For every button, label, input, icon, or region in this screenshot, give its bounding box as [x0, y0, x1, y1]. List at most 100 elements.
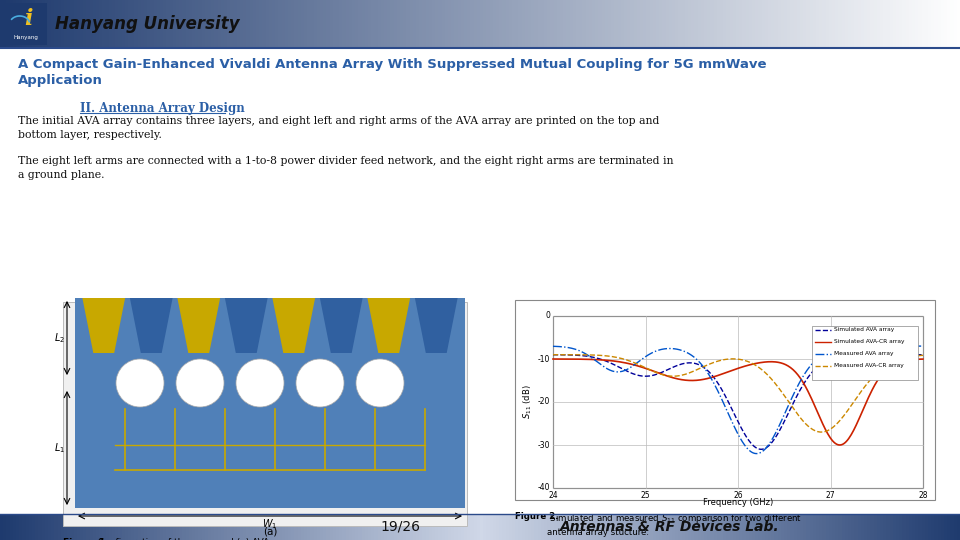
- Bar: [291, 514, 296, 540]
- Bar: [84, 514, 87, 540]
- Bar: [70, 0, 75, 48]
- Bar: [256, 0, 260, 48]
- Bar: [787, 514, 791, 540]
- Bar: [883, 514, 887, 540]
- Bar: [704, 0, 708, 48]
- Bar: [941, 514, 945, 540]
- Text: Measured AVA-CR array: Measured AVA-CR array: [834, 363, 903, 368]
- Bar: [535, 0, 539, 48]
- Polygon shape: [130, 298, 173, 353]
- Bar: [698, 0, 702, 48]
- Text: $L_1$: $L_1$: [54, 441, 65, 455]
- Bar: [22, 0, 27, 48]
- Bar: [156, 514, 161, 540]
- Bar: [701, 514, 705, 540]
- Bar: [650, 0, 654, 48]
- Bar: [636, 514, 641, 540]
- Text: 26: 26: [733, 491, 743, 500]
- Bar: [490, 0, 493, 48]
- Bar: [32, 0, 36, 48]
- Bar: [348, 514, 353, 540]
- Bar: [900, 514, 903, 540]
- Bar: [621, 514, 625, 540]
- Bar: [492, 514, 497, 540]
- Bar: [0, 0, 4, 48]
- Bar: [118, 514, 123, 540]
- Bar: [660, 0, 663, 48]
- Bar: [288, 0, 292, 48]
- Bar: [243, 514, 248, 540]
- Bar: [163, 514, 167, 540]
- Bar: [496, 514, 500, 540]
- Bar: [694, 514, 699, 540]
- Bar: [871, 0, 875, 48]
- Bar: [442, 514, 445, 540]
- Bar: [77, 514, 81, 540]
- Bar: [228, 0, 231, 48]
- Bar: [314, 514, 318, 540]
- Bar: [166, 514, 171, 540]
- Bar: [640, 514, 644, 540]
- Bar: [688, 514, 692, 540]
- Bar: [372, 0, 375, 48]
- Bar: [413, 0, 417, 48]
- Bar: [295, 0, 299, 48]
- Bar: [439, 514, 443, 540]
- Bar: [550, 514, 555, 540]
- Bar: [758, 0, 762, 48]
- Bar: [362, 514, 366, 540]
- Bar: [880, 0, 884, 48]
- Bar: [170, 0, 174, 48]
- Text: The initial AVA array contains three layers, and eight left and right arms of th: The initial AVA array contains three lay…: [18, 116, 660, 126]
- Bar: [624, 514, 628, 540]
- Bar: [957, 514, 960, 540]
- Polygon shape: [320, 298, 363, 353]
- Bar: [45, 514, 49, 540]
- Bar: [425, 0, 430, 48]
- Bar: [806, 514, 810, 540]
- Bar: [281, 514, 286, 540]
- Bar: [813, 514, 817, 540]
- Bar: [461, 0, 465, 48]
- Bar: [300, 514, 305, 540]
- Bar: [794, 0, 798, 48]
- Bar: [871, 514, 875, 540]
- Bar: [688, 0, 692, 48]
- Bar: [518, 0, 522, 48]
- Bar: [515, 300, 935, 500]
- Bar: [538, 0, 541, 48]
- Bar: [592, 0, 596, 48]
- Bar: [5, 3, 47, 45]
- Bar: [583, 0, 587, 48]
- Bar: [461, 514, 465, 540]
- Bar: [48, 0, 52, 48]
- Bar: [358, 514, 363, 540]
- Bar: [656, 514, 660, 540]
- Bar: [617, 514, 622, 540]
- Bar: [896, 514, 900, 540]
- Bar: [204, 514, 209, 540]
- Bar: [621, 0, 625, 48]
- Bar: [487, 0, 491, 48]
- Bar: [218, 0, 222, 48]
- Text: 28: 28: [919, 491, 927, 500]
- Bar: [80, 0, 84, 48]
- Bar: [938, 514, 942, 540]
- Bar: [819, 514, 824, 540]
- Bar: [180, 0, 183, 48]
- Bar: [93, 514, 97, 540]
- Bar: [771, 0, 776, 48]
- Bar: [413, 514, 417, 540]
- Bar: [854, 514, 858, 540]
- Bar: [432, 0, 436, 48]
- Bar: [608, 514, 612, 540]
- Bar: [784, 0, 788, 48]
- Bar: [566, 0, 570, 48]
- Bar: [86, 0, 90, 48]
- Bar: [592, 514, 596, 540]
- Bar: [38, 514, 42, 540]
- Bar: [406, 514, 411, 540]
- Bar: [48, 514, 52, 540]
- Bar: [857, 514, 862, 540]
- Bar: [525, 0, 529, 48]
